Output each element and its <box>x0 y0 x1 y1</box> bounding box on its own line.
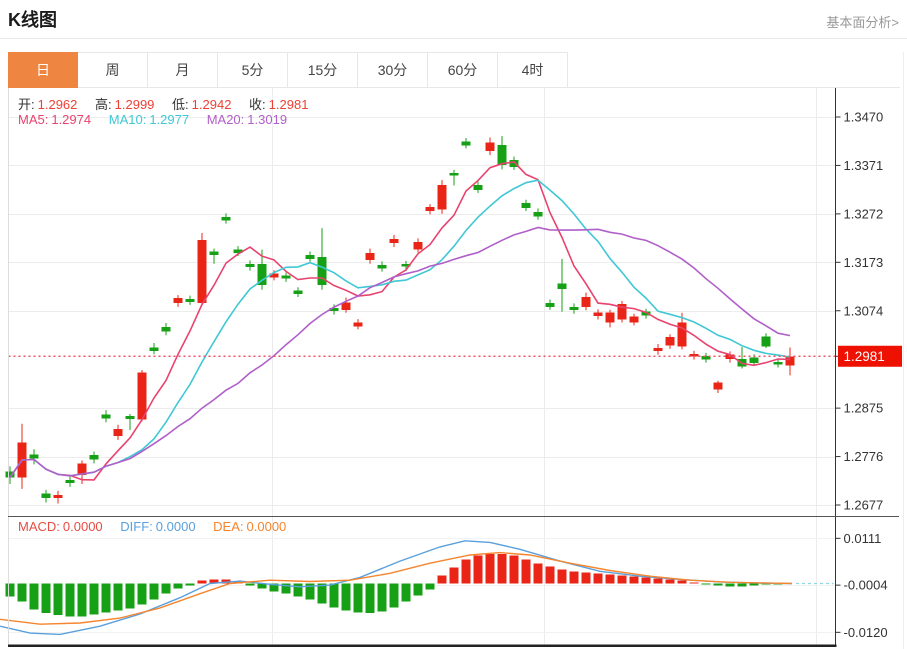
ma-legend: MA5: 1.2974 MA10: 1.2977 MA20: 1.3019 <box>18 112 287 127</box>
dea_line <box>0 551 793 625</box>
diff-label: DIFF: <box>120 519 153 534</box>
open-value: 1.2962 <box>37 97 78 112</box>
ohlc-legend: 开: 1.2962 高: 1.2999 低: 1.2942 收: 1.2981 <box>18 94 308 113</box>
svg-text:1.3272: 1.3272 <box>844 206 884 221</box>
tab-15min[interactable]: 15分 <box>288 52 358 88</box>
ma5-label: MA5: <box>18 112 49 127</box>
close-value: 1.2981 <box>268 97 309 112</box>
frame-layer <box>8 52 904 649</box>
tab-60min[interactable]: 60分 <box>428 52 498 88</box>
macd-value: 0.0000 <box>62 519 103 534</box>
fundamental-analysis-link[interactable]: 基本面分析> <box>826 15 899 30</box>
svg-text:1.3470: 1.3470 <box>844 110 884 125</box>
ma10-value: 1.2977 <box>149 112 190 127</box>
ma10-line <box>9 179 791 479</box>
grid-layer <box>8 88 836 645</box>
diff-value: 0.0000 <box>155 519 196 534</box>
svg-text:1.2677: 1.2677 <box>844 498 884 513</box>
tab-day[interactable]: 日 <box>8 52 78 88</box>
tab-30min[interactable]: 30分 <box>358 52 428 88</box>
ma20-line <box>9 226 791 479</box>
page-title: K线图 <box>8 10 57 30</box>
svg-text:1.2776: 1.2776 <box>844 449 884 464</box>
tab-month[interactable]: 月 <box>148 52 218 88</box>
open-label: 开: <box>18 97 35 112</box>
dea-value: 0.0000 <box>246 519 287 534</box>
macd-label: MACD: <box>18 519 60 534</box>
high-label: 高: <box>95 97 112 112</box>
svg-text:1.2981: 1.2981 <box>844 349 885 364</box>
svg-text:-0.0120: -0.0120 <box>844 625 888 640</box>
svg-text:-0.0004: -0.0004 <box>844 578 888 593</box>
macd-hist-layer <box>5 553 783 617</box>
close-label: 收: <box>249 97 266 112</box>
tab-week[interactable]: 周 <box>78 52 148 88</box>
ma5-value: 1.2974 <box>51 112 92 127</box>
ma20-label: MA20: <box>206 112 245 127</box>
period-tabbar: 日 周 月 5分 15分 30分 60分 4时 <box>8 52 900 88</box>
tab-5min[interactable]: 5分 <box>218 52 288 88</box>
macd-lines-layer <box>0 540 834 636</box>
macd-legend: MACD: 0.0000 DIFF: 0.0000 DEA: 0.0000 <box>18 519 286 534</box>
low-value: 1.2942 <box>191 97 232 112</box>
svg-text:1.3173: 1.3173 <box>844 255 884 270</box>
ma5-line <box>9 161 791 481</box>
svg-text:1.3371: 1.3371 <box>844 158 884 173</box>
ma10-label: MA10: <box>108 112 147 127</box>
axis-labels-layer: 1.3470 1.3371 1.3272 1.3173 1.3074 1.2875 1.27… <box>835 110 888 640</box>
svg-text:1.3074: 1.3074 <box>844 303 884 318</box>
header-divider <box>0 38 907 39</box>
low-label: 低: <box>172 97 189 112</box>
candles-layer <box>5 136 795 504</box>
ma-layer <box>9 161 791 481</box>
diff_line <box>0 540 793 636</box>
svg-text:1.2875: 1.2875 <box>844 401 884 416</box>
high-value: 1.2999 <box>114 97 155 112</box>
svg-text:0.0111: 0.0111 <box>844 531 882 546</box>
current-price-badge: 1.2981 <box>835 345 902 367</box>
tab-4hour[interactable]: 4时 <box>498 52 568 88</box>
dea-label: DEA: <box>213 519 244 534</box>
ma20-value: 1.3019 <box>247 112 288 127</box>
